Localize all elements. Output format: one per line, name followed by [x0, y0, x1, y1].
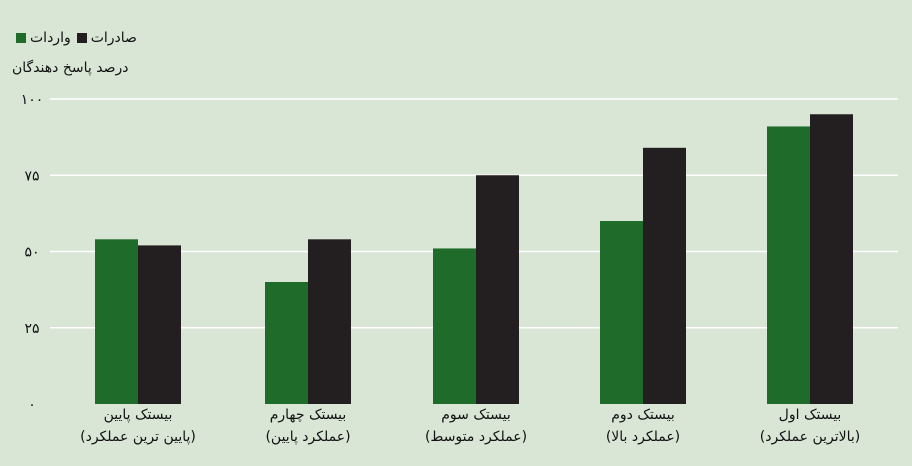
bar-imports	[767, 126, 810, 404]
legend-item-exports: صادرات	[76, 30, 137, 46]
x-tick-label-line1: بیستک اول	[778, 407, 842, 423]
x-tick-label-line1: بیستک پایین	[103, 407, 173, 423]
legend-item-imports: واردات	[16, 30, 71, 46]
x-tick-label-line1: بیستک چهارم	[269, 407, 347, 423]
bar-exports	[476, 175, 519, 404]
x-tick-label-line2: (پایین ترین عملکرد)	[80, 429, 196, 445]
legend-swatch-exports	[76, 33, 87, 43]
x-tick-label: بیستک اول (بالاترین عملکرد)	[725, 404, 895, 448]
y-tick-label: ۷۵	[24, 168, 39, 184]
bar-exports	[308, 239, 351, 404]
bar-exports	[138, 245, 181, 404]
y-tick-label: ۱۰۰	[21, 92, 44, 108]
legend-swatch-imports	[16, 33, 26, 43]
bar-exports	[643, 147, 686, 405]
y-tick-label: ۲۵	[24, 321, 39, 337]
x-tick-label: بیستک سوم (عملکرد متوسط)	[391, 404, 561, 448]
bar-imports	[95, 239, 138, 404]
x-tick-label-line2: (عملکرد بالا)	[605, 429, 681, 445]
bar-exports	[810, 114, 853, 404]
legend-label-imports: واردات	[30, 30, 71, 46]
bar-imports	[433, 248, 476, 404]
x-tick-label-line2: (بالاترین عملکرد)	[759, 429, 861, 445]
legend: صادرات واردات	[16, 30, 137, 46]
x-tick-label-line2: (عملکرد متوسط)	[424, 429, 528, 445]
x-tick-label: بیستک چهارم (عملکرد پایین)	[223, 404, 393, 448]
y-tick-label: ۰	[28, 397, 36, 413]
bar-imports	[600, 221, 643, 404]
x-tick-label: بیستک پایین (پایین ترین عملکرد)	[53, 404, 223, 448]
legend-label-exports: صادرات	[90, 30, 137, 46]
bar-imports	[265, 282, 308, 404]
y-axis-label: درصد پاسخ دهندگان	[12, 60, 129, 76]
x-tick-label: بیستک دوم (عملکرد بالا)	[558, 404, 728, 448]
y-tick-label: ۵۰	[24, 245, 39, 261]
x-tick-label-line1: بیستک دوم	[611, 407, 675, 423]
x-tick-label-line2: (عملکرد پایین)	[265, 429, 351, 445]
x-tick-label-line1: بیستک سوم	[441, 407, 511, 423]
